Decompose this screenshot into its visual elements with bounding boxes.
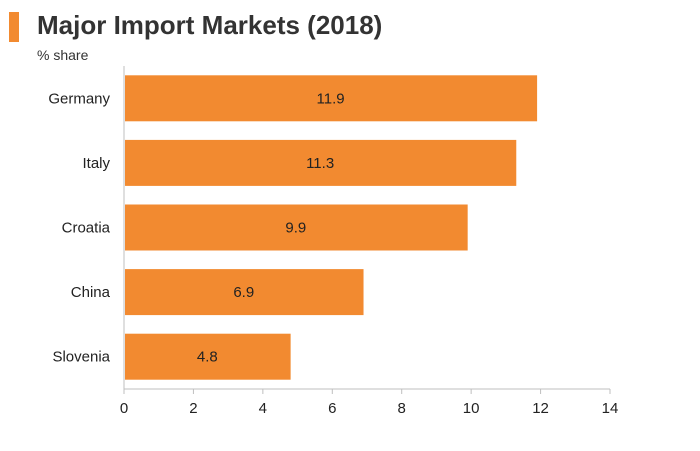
data-label: 9.9 bbox=[285, 220, 306, 237]
x-tick-label: 0 bbox=[120, 400, 128, 417]
category-label: Italy bbox=[82, 155, 110, 172]
bar bbox=[125, 269, 364, 316]
data-label: 11.3 bbox=[306, 155, 334, 172]
x-tick-label: 10 bbox=[463, 400, 480, 417]
data-label: 11.9 bbox=[317, 90, 345, 107]
bar bbox=[125, 204, 468, 251]
bar bbox=[125, 75, 538, 122]
chart-subtitle: % share bbox=[37, 47, 89, 63]
category-label: Slovenia bbox=[52, 349, 110, 366]
x-tick-label: 12 bbox=[532, 400, 549, 417]
category-label: Croatia bbox=[62, 220, 111, 237]
x-tick-label: 14 bbox=[602, 400, 619, 417]
x-tick-label: 6 bbox=[328, 400, 336, 417]
chart-title: Major Import Markets (2018) bbox=[37, 10, 383, 40]
data-label: 4.8 bbox=[197, 349, 218, 366]
bar bbox=[125, 333, 291, 380]
x-tick-label: 4 bbox=[259, 400, 267, 417]
category-label: China bbox=[71, 284, 111, 301]
data-label: 6.9 bbox=[233, 284, 254, 301]
bar bbox=[125, 139, 517, 186]
x-tick-label: 8 bbox=[398, 400, 406, 417]
category-label: Germany bbox=[48, 90, 110, 107]
title-accent-bar bbox=[9, 12, 19, 42]
x-tick-label: 2 bbox=[189, 400, 197, 417]
